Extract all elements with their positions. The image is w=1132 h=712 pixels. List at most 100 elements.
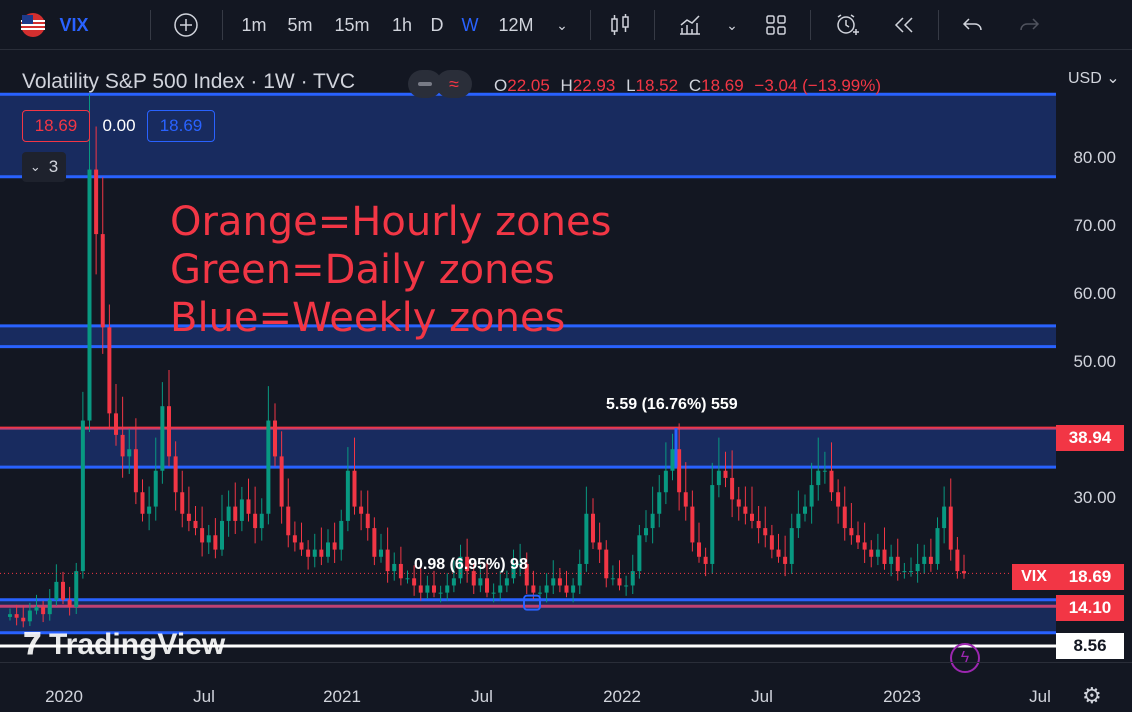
interval-w[interactable]: W [461, 14, 479, 35]
candle-body [769, 535, 774, 550]
candle-body [816, 470, 821, 486]
time-tick: 2023 [883, 687, 921, 706]
separator [938, 10, 939, 40]
measure-label-upper[interactable]: 5.59 (16.76%) 559 [606, 396, 738, 413]
candle-body [233, 506, 238, 521]
interval-15m[interactable]: 15m [334, 14, 370, 35]
symbol-button[interactable]: VIX [59, 14, 89, 35]
interval-dropdown-chevron-icon[interactable]: ⌄ [556, 16, 568, 33]
annotation-daily[interactable]: Green=Daily zones [170, 247, 555, 293]
candle-body [683, 492, 688, 507]
measure-label-lower[interactable]: 0.98 (6.95%) 98 [414, 556, 528, 573]
indicators-collapse-button[interactable]: ⌄ 3 [22, 152, 66, 182]
candle-body [637, 535, 642, 572]
candle-body [286, 506, 291, 536]
legend-title[interactable]: Volatility S&P 500 Index · 1W · TVC [22, 70, 356, 93]
candle-body [902, 571, 907, 573]
candle-body [597, 542, 602, 550]
candle-body [875, 549, 880, 557]
candle-body [345, 470, 350, 521]
candle-body [451, 578, 456, 586]
candle-body [180, 492, 185, 514]
candle-body [326, 542, 330, 557]
candle-body [895, 556, 900, 572]
candle-body [259, 513, 264, 529]
time-axis[interactable]: 2020 Jul 2021 Jul 2022 Jul 2023 Jul ⚙ [0, 662, 1132, 712]
zone-band [0, 428, 1056, 468]
candle-body [54, 581, 59, 600]
candle-body [763, 528, 768, 536]
us-flag-icon[interactable] [16, 8, 50, 42]
separator [654, 10, 655, 40]
interval-1h[interactable]: 1h [391, 14, 413, 35]
candle-body [365, 513, 370, 529]
candle-body [710, 485, 715, 564]
indicators-dropdown-chevron-icon[interactable]: ⌄ [726, 16, 738, 33]
line-price-label-bottom: 8.56 [1056, 633, 1124, 659]
annotation-hourly[interactable]: Orange=Hourly zones [170, 199, 612, 245]
price-chart[interactable] [0, 50, 1056, 662]
separator [590, 10, 591, 40]
alert-clock-icon[interactable] [830, 8, 864, 42]
candle-body [8, 614, 12, 617]
high-value: 22.93 [572, 76, 616, 95]
candle-body [87, 169, 92, 421]
candle-body [518, 563, 523, 565]
candle-body [796, 513, 801, 529]
candle-body [226, 506, 231, 521]
redo-icon[interactable] [1014, 8, 1044, 42]
interval-5m[interactable]: 5m [287, 14, 313, 35]
candle-body [829, 470, 834, 493]
candle-body [564, 585, 569, 593]
candle-body [47, 599, 52, 615]
currency-selector[interactable]: USD ⌄ [1068, 70, 1120, 87]
zone-band [0, 599, 1056, 633]
candle-body [74, 571, 79, 607]
open-label: O [494, 76, 508, 95]
candle-body [736, 499, 741, 507]
candle-body [663, 470, 668, 493]
interval-d[interactable]: D [430, 14, 444, 35]
price-axis[interactable]: 80.00 70.00 60.00 50.00 30.00 [1056, 50, 1132, 662]
low-value: 18.52 [635, 76, 679, 95]
candle-body [193, 520, 198, 529]
candle-body [213, 535, 218, 550]
candle-body [730, 477, 735, 500]
candle-body [292, 535, 297, 543]
interval-1m[interactable]: 1m [241, 14, 267, 35]
candle-body [551, 578, 556, 586]
zone-price-label-lower: 14.10 [1056, 595, 1124, 621]
sell-price-box[interactable]: 18.69 [22, 110, 90, 142]
chevron-down-icon: ⌄ [29, 159, 41, 174]
candle-body [942, 506, 947, 529]
candle-body [909, 571, 913, 573]
candle-body [160, 406, 165, 471]
candle-body [425, 585, 430, 593]
layouts-grid-icon[interactable] [760, 8, 792, 42]
candle-body [524, 563, 529, 586]
replay-rewind-icon[interactable] [888, 8, 920, 42]
lightning-bolt-icon[interactable]: ϟ [950, 643, 980, 673]
interval-12m[interactable]: 12M [498, 14, 534, 35]
candle-body [703, 556, 708, 564]
high-label: H [560, 76, 573, 95]
candle-body [405, 578, 410, 580]
candle-body [80, 420, 85, 572]
symbol-price-tag: VIX [1012, 564, 1056, 590]
settings-gear-icon[interactable]: ⚙ [1082, 683, 1102, 708]
price-tick: 50.00 [1073, 352, 1116, 371]
undo-icon[interactable] [958, 8, 988, 42]
indicators-icon[interactable] [674, 8, 706, 42]
candle-body [756, 520, 761, 529]
add-symbol-icon[interactable] [170, 8, 202, 42]
buy-price-box[interactable]: 18.69 [147, 110, 215, 142]
candle-body [955, 549, 960, 572]
candle-body [869, 549, 874, 557]
annotation-weekly[interactable]: Blue=Weekly zones [170, 295, 566, 341]
wave-icon[interactable]: ≈ [436, 70, 472, 98]
ohlc-values: O22.05 H22.93 L18.52 C18.69 −3.04 (−13.9… [494, 76, 881, 96]
candle-body [538, 592, 542, 594]
candle-body [504, 578, 509, 586]
candles-icon[interactable] [604, 8, 636, 42]
separator [810, 10, 811, 40]
